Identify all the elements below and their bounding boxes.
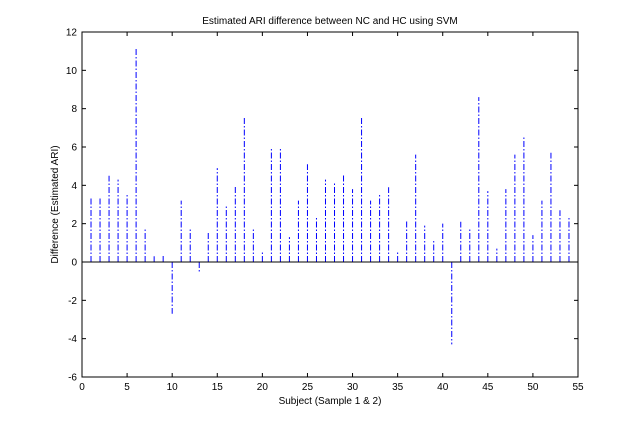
y-tick-label: -4: [68, 334, 77, 345]
x-tick-label: 10: [167, 382, 179, 393]
x-axis-label: Subject (Sample 1 & 2): [279, 396, 382, 407]
y-tick-label: 4: [71, 181, 77, 192]
x-tick-label: 35: [392, 382, 404, 393]
y-tick-label: -6: [68, 373, 77, 384]
stem-series: [90, 47, 570, 345]
chart-title: Estimated ARI difference between NC and …: [202, 16, 458, 27]
x-tick-label: 45: [482, 382, 494, 393]
x-tick-label: 20: [257, 382, 269, 393]
x-axis-ticks: 0 5 10 15 20 25 30 35 40 45 50 55: [79, 32, 584, 393]
y-tick-label: -2: [68, 296, 77, 307]
y-tick-label: 6: [71, 143, 77, 154]
x-tick-label: 5: [124, 382, 130, 393]
x-tick-label: 0: [79, 382, 85, 393]
x-tick-label: 50: [527, 382, 539, 393]
x-tick-label: 55: [572, 382, 584, 393]
y-tick-label: 8: [71, 104, 77, 115]
y-tick-label: 0: [71, 258, 77, 269]
x-tick-label: 30: [347, 382, 359, 393]
y-axis-label: Difference (Estimated ARI): [50, 145, 61, 263]
y-axis-ticks: -6 -4 -2 0 2 4 6 8 10 12: [66, 28, 578, 384]
x-tick-label: 25: [302, 382, 314, 393]
plot-area: [81, 31, 579, 378]
y-tick-label: 2: [71, 219, 77, 230]
x-tick-label: 40: [437, 382, 449, 393]
y-tick-label: 12: [66, 28, 78, 39]
x-tick-label: 15: [212, 382, 224, 393]
y-tick-label: 10: [66, 66, 78, 77]
